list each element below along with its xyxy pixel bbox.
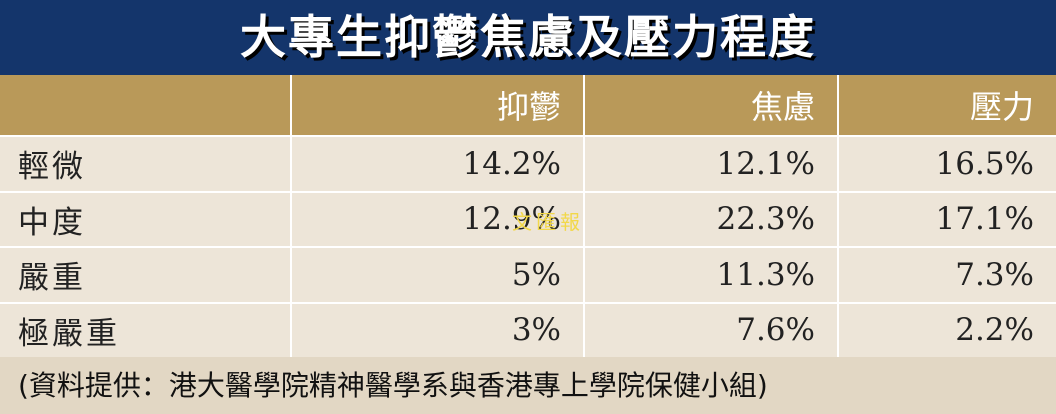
table-cell: 22.3%	[583, 190, 838, 247]
table-cell: 12.1%	[583, 135, 838, 192]
table-cell: 5%	[290, 246, 584, 303]
table-row: 輕微 14.2% 12.1% 16.5%	[0, 135, 1056, 192]
table-cell: 11.3%	[583, 246, 838, 303]
table-cell: 17.1%	[837, 190, 1056, 247]
row-label: 極嚴重	[0, 301, 291, 357]
source-note: (資料提供：港大醫學院精神醫學系與香港專上學院保健小組)	[0, 357, 1056, 414]
table-row: 極嚴重 3% 7.6% 2.2%	[0, 301, 1056, 357]
table-cell: 7.3%	[837, 246, 1056, 303]
header-row: 抑鬱 焦慮 壓力	[0, 75, 1056, 136]
row-label: 嚴重	[0, 246, 291, 303]
table-cell: 7.6%	[583, 301, 838, 357]
table-cell: 3%	[290, 301, 584, 357]
corner-cell	[0, 75, 291, 136]
table-cell: 16.5%	[837, 135, 1056, 192]
table-row: 嚴重 5% 11.3% 7.3%	[0, 246, 1056, 303]
table: 抑鬱 焦慮 壓力 輕微 14.2% 12.1% 16.5% 中度 12.9% 22.3% 17…	[0, 75, 1056, 357]
table-cell: 14.2%	[290, 135, 584, 192]
column-header: 壓力	[837, 75, 1056, 136]
title: 大專生抑鬱焦慮及壓力程度	[0, 0, 1056, 75]
watermark: 文匯報	[512, 210, 584, 234]
table-body: 輕微 14.2% 12.1% 16.5% 中度 12.9% 22.3% 17.1% 嚴重 5% 11…	[0, 135, 1056, 357]
table-cell: 2.2%	[837, 301, 1056, 357]
row-label: 中度	[0, 190, 291, 247]
table-row: 中度 12.9% 22.3% 17.1%	[0, 190, 1056, 247]
table-cell: 12.9%	[290, 190, 584, 247]
row-label: 輕微	[0, 135, 291, 192]
column-header: 抑鬱	[290, 75, 584, 136]
column-header: 焦慮	[583, 75, 838, 136]
